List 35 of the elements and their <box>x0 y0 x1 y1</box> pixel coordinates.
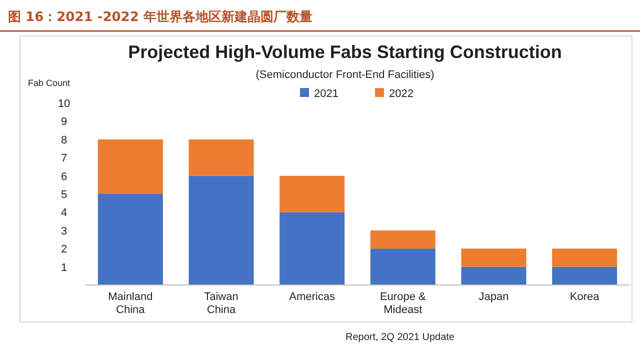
bar <box>552 266 618 285</box>
y-tick-label: 1 <box>60 262 68 274</box>
text: (Semiconductor Front-End Facilities) <box>256 69 434 81</box>
chart-title: 图 16：2021 -2022 年世界各地区新建晶圆厂数量 <box>8 9 312 25</box>
bar <box>370 248 436 285</box>
legend-label: 2022 <box>389 88 414 100</box>
bar <box>188 139 254 176</box>
x-tick-label: Mainland China <box>108 291 153 316</box>
bar <box>552 248 618 267</box>
y-tick-label: 4 <box>60 207 68 220</box>
x-tick-label: Korea <box>570 291 600 303</box>
bar <box>98 139 163 194</box>
bar <box>461 248 526 267</box>
y-tick-label: 5 <box>60 189 68 201</box>
x-tick-label: Taiwan China <box>204 291 238 316</box>
bar <box>188 176 254 285</box>
text: Report, 2Q 2021 Update <box>346 332 455 343</box>
y-tick-label: 8 <box>60 134 68 146</box>
y-tick-label: 9 <box>60 116 68 128</box>
bar <box>98 194 163 285</box>
bar <box>370 230 436 249</box>
legend-label: 2021 <box>314 88 338 100</box>
y-tick-label: 2 <box>60 244 68 256</box>
bar <box>461 266 526 285</box>
x-tick-label: Americas <box>289 291 336 303</box>
y-axis-title: Fab Count <box>28 78 71 88</box>
y-tick-label: 10 <box>58 98 70 110</box>
bar <box>280 176 345 212</box>
chart-subtitle: Projected High-Volume Fabs Starting Construction <box>128 42 562 62</box>
bar <box>280 212 345 285</box>
x-tick-label: Japan <box>478 291 509 303</box>
y-tick-label: 7 <box>60 152 68 165</box>
y-tick-label: 3 <box>60 225 68 238</box>
x-tick-label: Europe & Mideast <box>380 291 427 316</box>
y-tick-label: 6 <box>60 170 68 183</box>
